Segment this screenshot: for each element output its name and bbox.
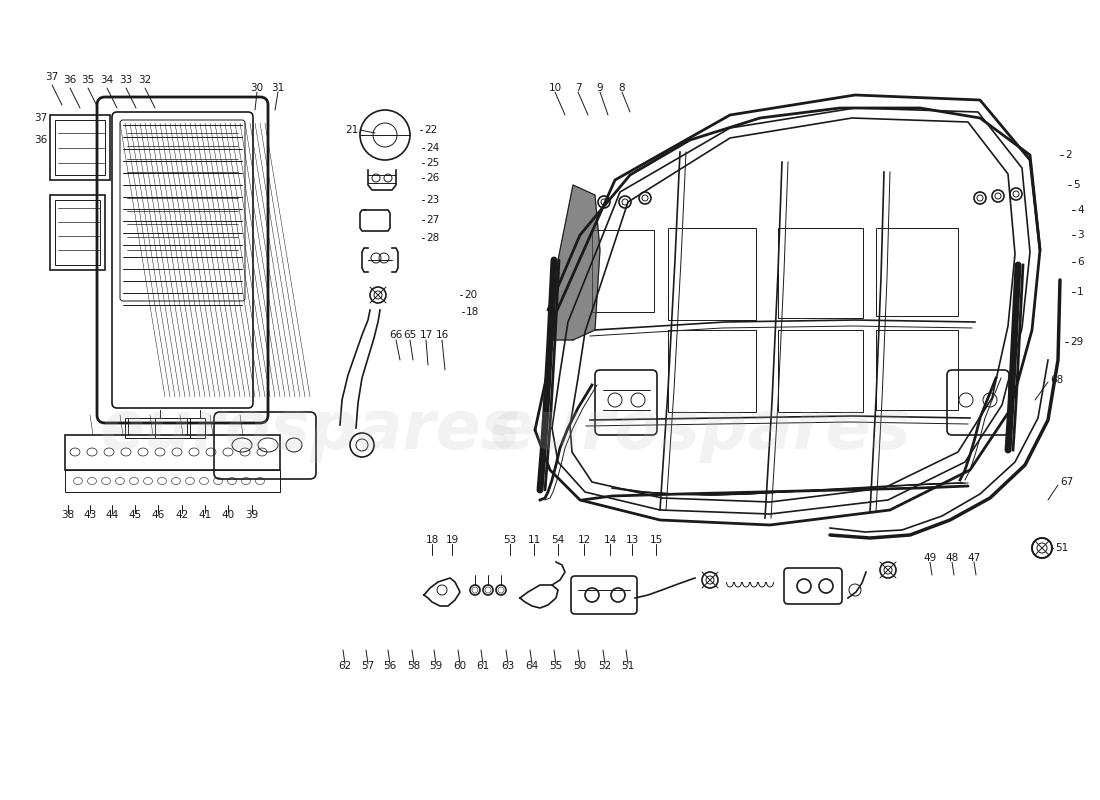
Text: 42: 42 (175, 510, 188, 520)
Text: 34: 34 (100, 75, 113, 85)
Text: 25: 25 (426, 158, 439, 168)
Text: 58: 58 (407, 661, 420, 671)
Text: 54: 54 (551, 535, 564, 545)
Bar (65, 470, 280, 492)
Text: 3: 3 (1077, 230, 1084, 240)
Text: 38: 38 (62, 510, 75, 520)
Text: 29: 29 (1070, 337, 1084, 347)
Text: 48: 48 (945, 553, 958, 563)
Bar (55, 200, 100, 265)
Text: 16: 16 (436, 330, 449, 340)
Bar (876, 330, 958, 410)
Text: 2: 2 (1065, 150, 1071, 160)
Text: 22: 22 (424, 125, 438, 135)
Text: 11: 11 (527, 535, 540, 545)
Text: 57: 57 (362, 661, 375, 671)
Text: 33: 33 (120, 75, 133, 85)
Text: eurospares: eurospares (99, 397, 520, 463)
Text: 60: 60 (453, 661, 466, 671)
Text: 37: 37 (45, 72, 58, 82)
Text: 43: 43 (84, 510, 97, 520)
Text: 65: 65 (404, 330, 417, 340)
Text: 9: 9 (596, 83, 603, 93)
Text: 49: 49 (923, 553, 936, 563)
Text: 8: 8 (618, 83, 625, 93)
Bar (65, 435, 280, 470)
Text: 36: 36 (34, 135, 47, 145)
Text: 44: 44 (106, 510, 119, 520)
Text: 66: 66 (389, 330, 403, 340)
Bar (668, 228, 756, 320)
Text: 37: 37 (34, 113, 47, 123)
Bar (592, 230, 654, 312)
Text: 39: 39 (245, 510, 258, 520)
Text: 61: 61 (476, 661, 490, 671)
Text: 59: 59 (429, 661, 442, 671)
Text: 26: 26 (426, 173, 439, 183)
Text: eurospares: eurospares (490, 397, 911, 463)
Text: 64: 64 (526, 661, 539, 671)
Text: 4: 4 (1077, 205, 1084, 215)
Text: 5: 5 (1072, 180, 1079, 190)
Text: 32: 32 (139, 75, 152, 85)
Text: 47: 47 (967, 553, 980, 563)
Text: 51: 51 (621, 661, 635, 671)
Text: 41: 41 (198, 510, 211, 520)
Text: 30: 30 (251, 83, 264, 93)
Text: 23: 23 (426, 195, 439, 205)
Text: 18: 18 (426, 535, 439, 545)
Text: 7: 7 (574, 83, 581, 93)
Text: 46: 46 (152, 510, 165, 520)
Text: 20: 20 (464, 290, 477, 300)
Text: 63: 63 (502, 661, 515, 671)
Text: 1: 1 (1077, 287, 1084, 297)
Text: 19: 19 (446, 535, 459, 545)
Text: 10: 10 (549, 83, 562, 93)
Text: 15: 15 (649, 535, 662, 545)
Text: 56: 56 (384, 661, 397, 671)
Text: 68: 68 (1050, 375, 1064, 385)
Bar (50, 195, 104, 270)
Text: 53: 53 (504, 535, 517, 545)
Text: 36: 36 (64, 75, 77, 85)
Text: 40: 40 (221, 510, 234, 520)
Text: 52: 52 (598, 661, 612, 671)
Bar (155, 418, 205, 438)
Text: 12: 12 (578, 535, 591, 545)
Bar (668, 330, 756, 412)
Text: 17: 17 (419, 330, 432, 340)
Text: 50: 50 (573, 661, 586, 671)
Bar (876, 228, 958, 316)
Text: 13: 13 (626, 535, 639, 545)
Text: 14: 14 (604, 535, 617, 545)
Text: 28: 28 (426, 233, 439, 243)
Text: 31: 31 (272, 83, 285, 93)
Polygon shape (552, 185, 600, 340)
Text: 55: 55 (549, 661, 562, 671)
Bar (125, 418, 190, 438)
Bar (55, 120, 104, 175)
Text: 24: 24 (426, 143, 439, 153)
Text: 45: 45 (129, 510, 142, 520)
Bar (50, 115, 110, 180)
Text: 27: 27 (426, 215, 439, 225)
Text: 67: 67 (1060, 477, 1074, 487)
Text: 62: 62 (339, 661, 352, 671)
Text: 6: 6 (1077, 257, 1084, 267)
Bar (778, 330, 864, 412)
Text: 21: 21 (344, 125, 358, 135)
Text: 35: 35 (81, 75, 95, 85)
Text: 18: 18 (466, 307, 480, 317)
Bar (778, 228, 864, 318)
Text: 51: 51 (1055, 543, 1068, 553)
